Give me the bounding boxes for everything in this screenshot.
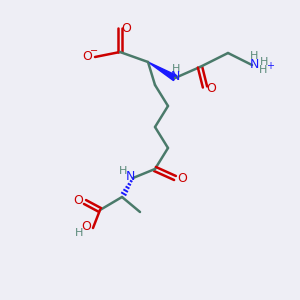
Text: O: O xyxy=(121,22,131,34)
Text: H: H xyxy=(260,57,268,67)
Text: H: H xyxy=(172,64,180,74)
Text: N: N xyxy=(249,58,259,71)
Text: N: N xyxy=(170,70,180,83)
Text: H: H xyxy=(250,51,258,61)
Text: H: H xyxy=(259,65,267,75)
Polygon shape xyxy=(148,62,176,81)
Text: O: O xyxy=(73,194,83,208)
Text: O: O xyxy=(177,172,187,184)
Text: +: + xyxy=(266,61,274,71)
Text: O: O xyxy=(82,50,92,64)
Text: N: N xyxy=(125,170,135,184)
Text: −: − xyxy=(90,46,98,56)
Text: H: H xyxy=(75,228,83,238)
Text: O: O xyxy=(206,82,216,94)
Text: O: O xyxy=(81,220,91,233)
Text: H: H xyxy=(119,166,127,176)
